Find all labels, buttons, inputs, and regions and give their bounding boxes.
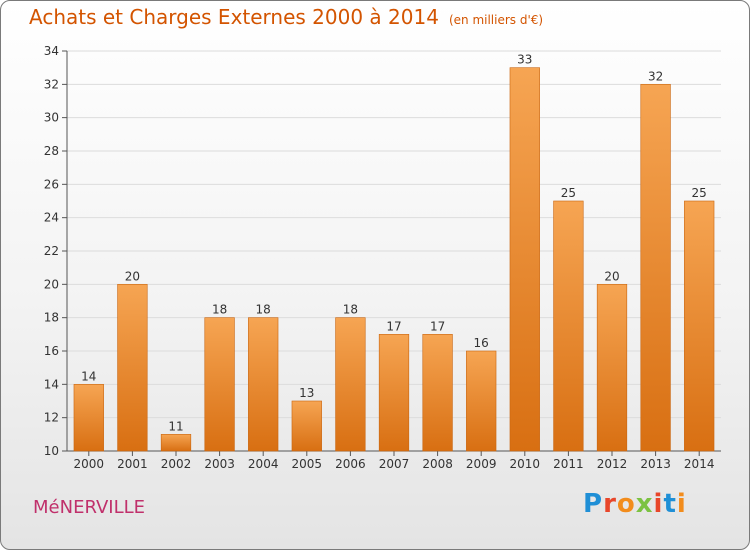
logo-letter: i [653, 489, 664, 519]
value-label: 32 [648, 69, 663, 83]
bar-2011 [553, 200, 584, 452]
logo-letter: o [616, 489, 636, 519]
value-label: 20 [125, 269, 140, 283]
labels: 10 12 14 16 18 20 22 24 26 28 30 32 34 14 2000 20 2001 11… [44, 44, 715, 471]
logo-letter: i [676, 489, 687, 519]
bar-2007 [378, 334, 410, 452]
value-label: 13 [299, 386, 314, 400]
x-tick-label: 2000 [74, 457, 105, 471]
bar-2009 [466, 350, 497, 452]
x-tick-label: 2011 [553, 457, 584, 471]
value-label: 25 [561, 186, 576, 200]
bar-2004 [248, 317, 279, 452]
bar-2006 [335, 317, 366, 452]
x-tick-label: 2001 [117, 457, 148, 471]
y-tick-label: 14 [44, 377, 59, 391]
x-tick-label: 2012 [597, 457, 628, 471]
logo-letter: x [635, 489, 654, 519]
value-label: 20 [604, 269, 619, 283]
y-tick-label: 32 [44, 77, 59, 91]
x-tick-label: 2006 [335, 457, 366, 471]
y-tick-label: 12 [44, 411, 59, 425]
y-tick-label: 22 [44, 244, 59, 258]
value-label: 33 [517, 53, 532, 67]
logo-letter: t [663, 489, 677, 519]
y-tick-label: 24 [44, 211, 59, 225]
value-label: 18 [343, 303, 358, 317]
y-tick-label: 28 [44, 144, 59, 158]
bar-2000 [73, 384, 104, 452]
value-label: 25 [692, 186, 707, 200]
logo-letter: r [603, 489, 617, 519]
x-tick-label: 2003 [204, 457, 235, 471]
x-tick-label: 2013 [640, 457, 671, 471]
value-label: 11 [168, 419, 183, 433]
x-tick-label: 2005 [292, 457, 323, 471]
value-label: 14 [81, 369, 96, 383]
x-tick-label: 2009 [466, 457, 497, 471]
x-tick-label: 2008 [422, 457, 453, 471]
bar-2002 [160, 434, 192, 452]
y-tick-label: 30 [44, 111, 59, 125]
chart-subtitle: (en milliers d'€) [448, 13, 544, 27]
value-label: 18 [212, 303, 227, 317]
x-tick-label: 2010 [510, 457, 541, 471]
value-label: 16 [474, 336, 489, 350]
bar-2012 [596, 284, 628, 452]
x-tick-label: 2002 [161, 457, 192, 471]
bar-2010 [509, 67, 540, 452]
bars [73, 67, 715, 452]
value-label: 17 [386, 319, 401, 333]
value-label: 18 [256, 303, 271, 317]
y-tick-label: 34 [44, 44, 59, 58]
bar-2001 [117, 284, 148, 452]
y-tick-label: 18 [44, 311, 59, 325]
title-row: Achats et Charges Externes 2000 à 2014 (e… [29, 5, 543, 29]
bar-2013 [640, 84, 671, 452]
bar-2005 [291, 400, 322, 452]
chart-title: Achats et Charges Externes 2000 à 2014 [29, 5, 439, 29]
x-tick-label: 2014 [684, 457, 715, 471]
x-tick-label: 2007 [379, 457, 410, 471]
town-name: MéNERVILLE [33, 497, 146, 518]
bar-2008 [422, 334, 453, 452]
value-label: 17 [430, 319, 445, 333]
x-tick-label: 2004 [248, 457, 279, 471]
y-tick-label: 16 [44, 344, 59, 358]
bar-2014 [684, 200, 715, 452]
bar-2003 [204, 317, 235, 452]
y-tick-label: 26 [44, 177, 59, 191]
logo-letter: P [583, 489, 604, 519]
y-tick-label: 10 [44, 444, 59, 458]
y-tick-label: 20 [44, 277, 59, 291]
proxiti-logo: Proxiti [583, 489, 687, 519]
